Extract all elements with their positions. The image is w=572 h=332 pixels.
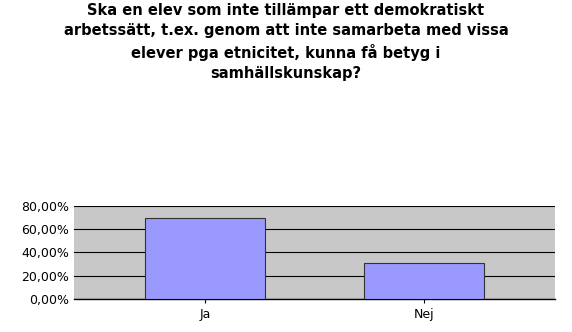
Bar — [364, 263, 484, 299]
Bar — [145, 218, 265, 299]
Text: Ska en elev som inte tillämpar ett demokratiskt
arbetssätt, t.ex. genom att inte: Ska en elev som inte tillämpar ett demok… — [63, 3, 509, 81]
